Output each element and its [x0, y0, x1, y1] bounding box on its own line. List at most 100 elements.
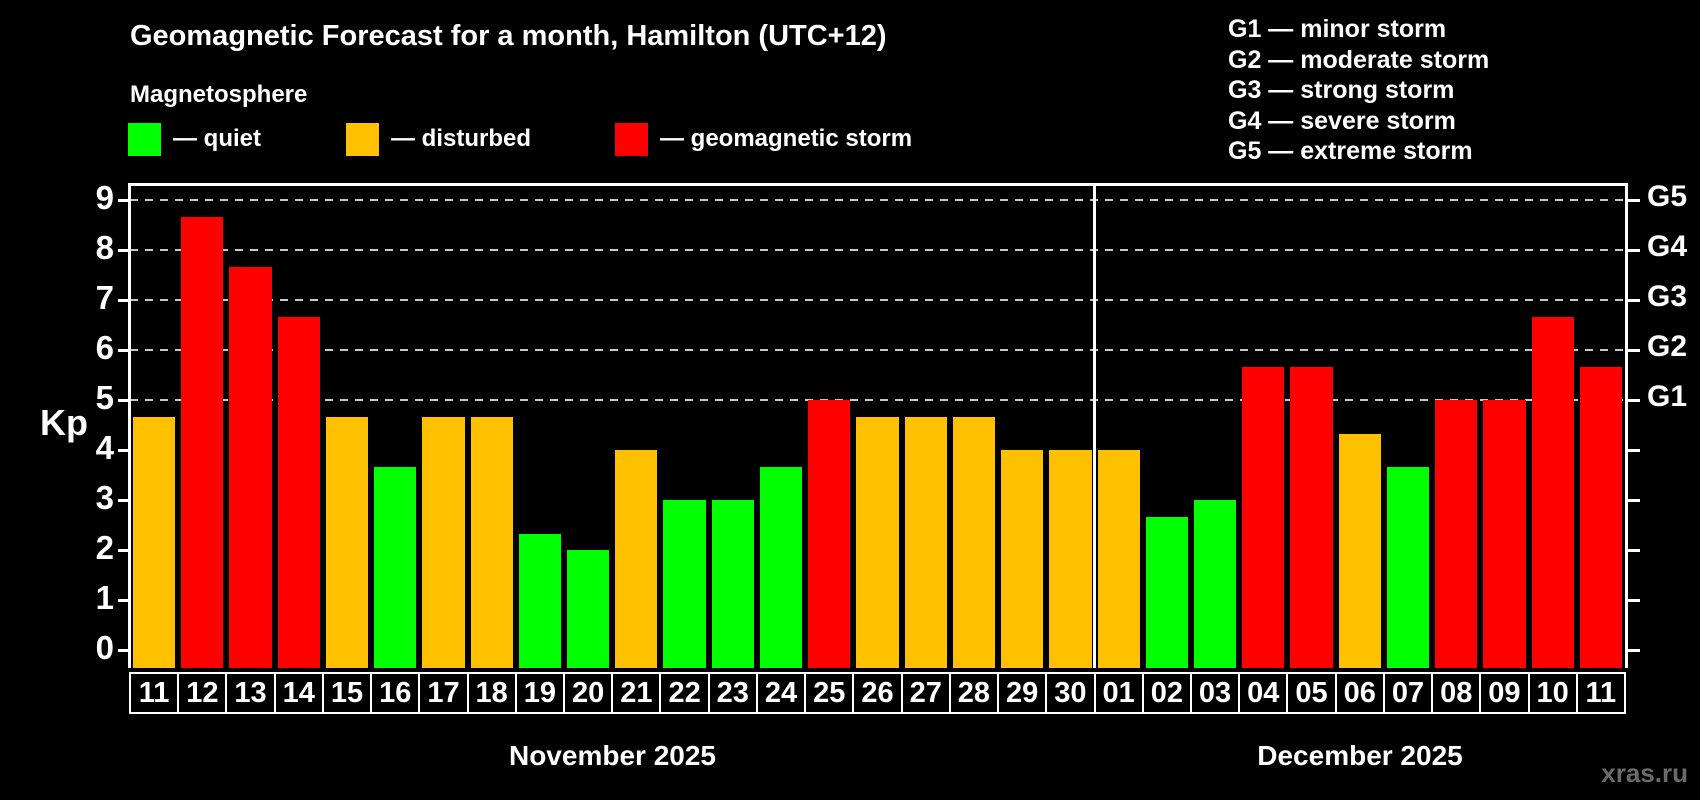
bar-december-10: [1531, 316, 1574, 668]
bar-november-23: [711, 500, 754, 668]
y-tick-label-2: 2: [95, 529, 114, 566]
storm-swatch-icon: [615, 122, 648, 156]
bar-december-03: [1193, 500, 1237, 668]
left-tick-6: [118, 349, 130, 352]
left-tick-5: [118, 399, 130, 402]
right-axis-label-g3: G3: [1647, 280, 1688, 313]
legend-label-disturbed: — disturbed: [391, 125, 532, 152]
bar-december-09: [1483, 400, 1526, 668]
day-label-november-24: 24: [755, 672, 807, 714]
chart-subtitle: Magnetosphere: [130, 81, 308, 108]
watermark: xras.ru: [1601, 758, 1688, 788]
bar-november-27: [904, 416, 947, 668]
day-label-november-30: 30: [1045, 672, 1096, 714]
bar-november-18: [470, 416, 513, 668]
bar-november-25: [808, 400, 851, 668]
day-label-november-23: 23: [707, 672, 758, 714]
day-label-november-18: 18: [466, 672, 517, 714]
y-tick-label-5: 5: [95, 379, 114, 416]
right-tick-2: [1628, 549, 1640, 552]
month-label-november: November 2025: [508, 740, 716, 771]
day-label-december-05: 05: [1286, 672, 1337, 714]
legend-item-quiet: — quiet: [128, 122, 261, 156]
left-tick-0: [118, 649, 130, 652]
right-axis-line: [1625, 183, 1628, 668]
day-label-november-20: 20: [563, 672, 614, 714]
left-tick-8: [118, 249, 130, 252]
y-tick-label-6: 6: [95, 329, 114, 366]
right-axis-label-g5: G5: [1647, 180, 1688, 213]
day-label-november-26: 26: [852, 672, 903, 714]
day-label-december-04: 04: [1238, 672, 1289, 714]
bar-december-05: [1290, 366, 1333, 668]
legend-item-storm: — geomagnetic storm: [615, 122, 912, 156]
left-tick-9: [118, 199, 130, 202]
g3-legend-line: G3 — strong storm: [1228, 76, 1455, 104]
bar-december-11: [1579, 366, 1622, 668]
bar-november-21: [615, 450, 658, 668]
day-label-december-03: 03: [1189, 672, 1241, 714]
bar-november-16: [374, 466, 417, 668]
day-label-november-19: 19: [514, 672, 566, 714]
bar-december-01: [1097, 450, 1140, 668]
day-label-december-09: 09: [1479, 672, 1530, 714]
day-label-december-01: 01: [1093, 672, 1144, 714]
day-label-november-14: 14: [273, 672, 324, 714]
y-tick-label-0: 0: [95, 629, 114, 666]
day-label-november-12: 12: [177, 672, 228, 714]
left-tick-1: [118, 599, 130, 602]
y-tick-label-7: 7: [95, 279, 114, 316]
g-scale-legend: G1 — minor storm G2 — moderate storm G3 …: [1228, 14, 1489, 167]
day-label-november-13: 13: [225, 672, 276, 714]
bar-november-28: [952, 416, 996, 668]
bar-november-29: [1001, 450, 1044, 668]
bar-november-15: [325, 416, 369, 668]
right-tick-7: [1628, 299, 1640, 302]
day-label-december-10: 10: [1527, 672, 1578, 714]
legend-label-quiet: — quiet: [173, 125, 261, 152]
day-label-december-11: 11: [1575, 672, 1626, 714]
right-tick-1: [1628, 599, 1640, 602]
bar-november-12: [181, 216, 224, 668]
day-label-november-29: 29: [997, 672, 1048, 714]
bar-december-07: [1386, 466, 1430, 668]
g4-legend-line: G4 — severe storm: [1228, 106, 1456, 135]
gridline-kp8: [130, 249, 1625, 251]
day-label-november-22: 22: [659, 672, 710, 714]
g1-legend-line: G1 — minor storm: [1228, 15, 1447, 43]
bar-december-06: [1338, 433, 1381, 668]
bar-november-30: [1049, 450, 1092, 668]
day-label-november-17: 17: [418, 672, 469, 714]
top-border-line: [128, 183, 1628, 186]
day-label-november-25: 25: [804, 672, 855, 714]
gridline-kp5: [130, 399, 1625, 401]
right-axis-label-g1: G1: [1647, 380, 1688, 413]
disturbed-swatch-icon: [346, 122, 379, 156]
right-tick-0: [1628, 649, 1640, 652]
bar-november-26: [856, 416, 899, 668]
y-axis-title: Kp: [40, 402, 88, 443]
bar-november-19: [518, 533, 562, 668]
right-axis-label-g2: G2: [1647, 330, 1688, 363]
day-label-november-28: 28: [948, 672, 1000, 714]
month-label-december: December 2025: [1257, 740, 1463, 771]
g2-legend-line: G2 — moderate storm: [1228, 45, 1490, 74]
legend-item-disturbed: — disturbed: [346, 122, 531, 156]
day-label-november-16: 16: [370, 672, 421, 714]
left-tick-7: [118, 299, 130, 302]
day-label-december-07: 07: [1382, 672, 1434, 714]
y-tick-label-9: 9: [95, 179, 114, 216]
bar-november-13: [229, 266, 272, 668]
gridline-kp6: [130, 349, 1625, 351]
y-tick-label-8: 8: [95, 229, 114, 266]
right-tick-4: [1628, 449, 1640, 452]
day-label-december-06: 06: [1334, 672, 1385, 714]
month-separator-line: [1093, 186, 1097, 668]
day-label-december-08: 08: [1431, 672, 1482, 714]
y-axis-line: [128, 183, 131, 668]
right-axis-label-g4: G4: [1647, 230, 1688, 263]
quiet-swatch-icon: [128, 122, 161, 156]
right-tick-8: [1628, 249, 1640, 252]
